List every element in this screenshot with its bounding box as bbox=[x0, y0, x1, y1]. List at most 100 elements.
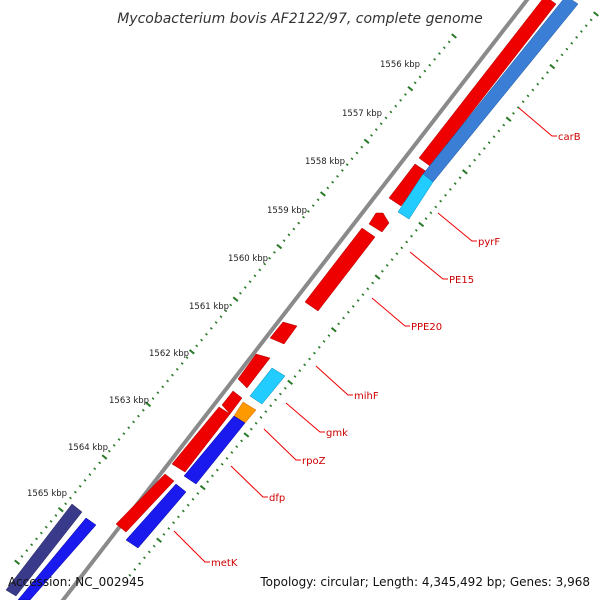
outer-tick-mark bbox=[276, 243, 283, 250]
outer-tick-mark bbox=[297, 221, 301, 225]
inner-tick-mark bbox=[196, 492, 200, 495]
inner-tick-mark bbox=[434, 205, 438, 209]
tick-label: 1556 kbp bbox=[380, 60, 420, 70]
cds-arrow-metk-forward[interactable] bbox=[115, 473, 175, 533]
inner-tick-mark bbox=[549, 63, 556, 70]
inner-tick-mark bbox=[199, 484, 206, 491]
inner-tick-mark bbox=[390, 258, 394, 261]
inner-tick-mark bbox=[444, 193, 447, 197]
inner-tick-mark bbox=[536, 82, 540, 86]
accession-text: Accession: NC_002945 bbox=[8, 575, 144, 589]
inner-tick-mark bbox=[249, 427, 253, 431]
outer-tick-mark bbox=[340, 169, 344, 172]
outer-tick-mark bbox=[370, 134, 373, 137]
inner-tick-mark bbox=[410, 234, 413, 238]
inner-tick-mark bbox=[317, 345, 321, 349]
cds-arrow-pyrf-forward[interactable] bbox=[388, 163, 428, 207]
inner-tick-mark bbox=[487, 141, 491, 145]
outer-tick-mark bbox=[64, 502, 68, 506]
outer-tick-mark bbox=[243, 286, 247, 289]
outer-tick-mark bbox=[407, 85, 414, 92]
inner-tick-mark bbox=[461, 169, 468, 175]
inner-tick-mark bbox=[580, 30, 583, 33]
gene-label-gmk[interactable]: gmk bbox=[326, 428, 348, 439]
reverse-strand-features bbox=[5, 0, 579, 600]
inner-tick-mark bbox=[439, 199, 443, 203]
outer-tick-mark bbox=[93, 467, 97, 471]
tick-label: 1559 kbp bbox=[267, 206, 307, 216]
cds-arrow-pe15[interactable] bbox=[368, 212, 390, 233]
outer-tick-mark bbox=[282, 239, 286, 243]
leader-line-rpoz bbox=[263, 428, 301, 461]
gene-label-lines bbox=[173, 107, 557, 563]
inner-tick-mark bbox=[414, 228, 418, 232]
gene-label-mihf[interactable]: mihF bbox=[354, 391, 379, 402]
inner-tick-mark bbox=[133, 568, 137, 571]
outer-tick-mark bbox=[122, 432, 126, 436]
inner-tick-mark bbox=[225, 456, 229, 460]
inner-tick-mark bbox=[584, 24, 588, 28]
inner-tick-mark bbox=[380, 269, 384, 273]
outer-tick-mark bbox=[117, 438, 121, 441]
inner-tick-mark bbox=[356, 299, 360, 302]
cds-arrow-gmk-forward[interactable] bbox=[237, 353, 271, 389]
inner-tick-mark bbox=[337, 322, 341, 326]
inner-tick-mark bbox=[206, 480, 210, 484]
cds-arrow-dfp-forward[interactable] bbox=[171, 406, 231, 473]
outer-tick-mark bbox=[399, 98, 403, 102]
inner-tick-mark bbox=[327, 334, 331, 337]
gene-label-rpoz[interactable]: rpoZ bbox=[302, 456, 326, 467]
outer-tick-mark bbox=[14, 559, 21, 565]
outer-tick-mark bbox=[311, 204, 315, 207]
gene-label-pe15[interactable]: PE15 bbox=[449, 275, 474, 286]
inner-tick-mark bbox=[283, 386, 287, 390]
gene-label-ppe20[interactable]: PPE20 bbox=[411, 322, 442, 333]
inner-tick-mark bbox=[293, 375, 297, 378]
gene-label-metk[interactable]: metK bbox=[211, 558, 238, 569]
map-title: Mycobacterium bovis AF2122/97, complete … bbox=[117, 11, 483, 27]
inner-tick-mark bbox=[565, 47, 569, 51]
gene-label-pyrf[interactable]: pyrF bbox=[478, 237, 500, 248]
outer-tick-mark bbox=[98, 461, 102, 465]
outer-tick-mark bbox=[88, 473, 92, 476]
inner-tick-mark bbox=[560, 53, 564, 57]
outer-tick-mark bbox=[423, 69, 427, 73]
inner-tick-mark bbox=[400, 246, 404, 250]
inner-tick-mark bbox=[418, 221, 425, 228]
outer-tick-mark bbox=[389, 110, 393, 114]
inner-tick-mark bbox=[395, 252, 399, 256]
inner-tick-mark bbox=[482, 147, 486, 150]
outer-tick-mark bbox=[394, 104, 398, 108]
gene-label-dfp[interactable]: dfp bbox=[269, 493, 285, 504]
cds-arrow-gmk[interactable] bbox=[249, 367, 286, 405]
cds-arrow-carb[interactable] bbox=[422, 0, 579, 183]
inner-tick-mark bbox=[167, 527, 171, 530]
outer-tick-mark bbox=[30, 543, 34, 547]
cds-arrow-dfp[interactable] bbox=[183, 415, 246, 485]
leader-line-dfp bbox=[230, 465, 268, 498]
inner-tick-mark bbox=[468, 164, 472, 168]
inner-tick-mark bbox=[162, 532, 166, 536]
inner-tick-mark bbox=[502, 123, 506, 127]
outer-tick-mark bbox=[180, 362, 184, 365]
cds-arrow-outer-left-2[interactable] bbox=[17, 517, 97, 600]
cds-arrow-pyrf[interactable] bbox=[397, 173, 434, 220]
cds-arrow-outer-left[interactable] bbox=[5, 503, 83, 597]
cds-arrow-ppe20[interactable] bbox=[304, 227, 376, 312]
inner-tick-mark bbox=[478, 152, 481, 156]
outer-tick-mark bbox=[331, 180, 335, 184]
inner-tick-mark bbox=[497, 129, 501, 133]
tick-label: 1557 kbp bbox=[342, 109, 382, 119]
inner-tick-mark bbox=[143, 556, 146, 560]
outer-tick-mark bbox=[326, 186, 330, 190]
outer-tick-mark bbox=[145, 401, 152, 408]
outer-tick-mark bbox=[229, 303, 233, 307]
cds-arrow-metk[interactable] bbox=[125, 483, 187, 549]
inner-tick-mark bbox=[191, 497, 195, 501]
inner-tick-mark bbox=[492, 135, 496, 139]
outer-tick-mark bbox=[54, 514, 58, 517]
cds-arrow-mihf[interactable] bbox=[269, 321, 298, 345]
outer-tick-mark bbox=[336, 174, 339, 178]
inner-tick-mark bbox=[254, 421, 258, 425]
gene-label-carb[interactable]: carB bbox=[558, 132, 581, 143]
